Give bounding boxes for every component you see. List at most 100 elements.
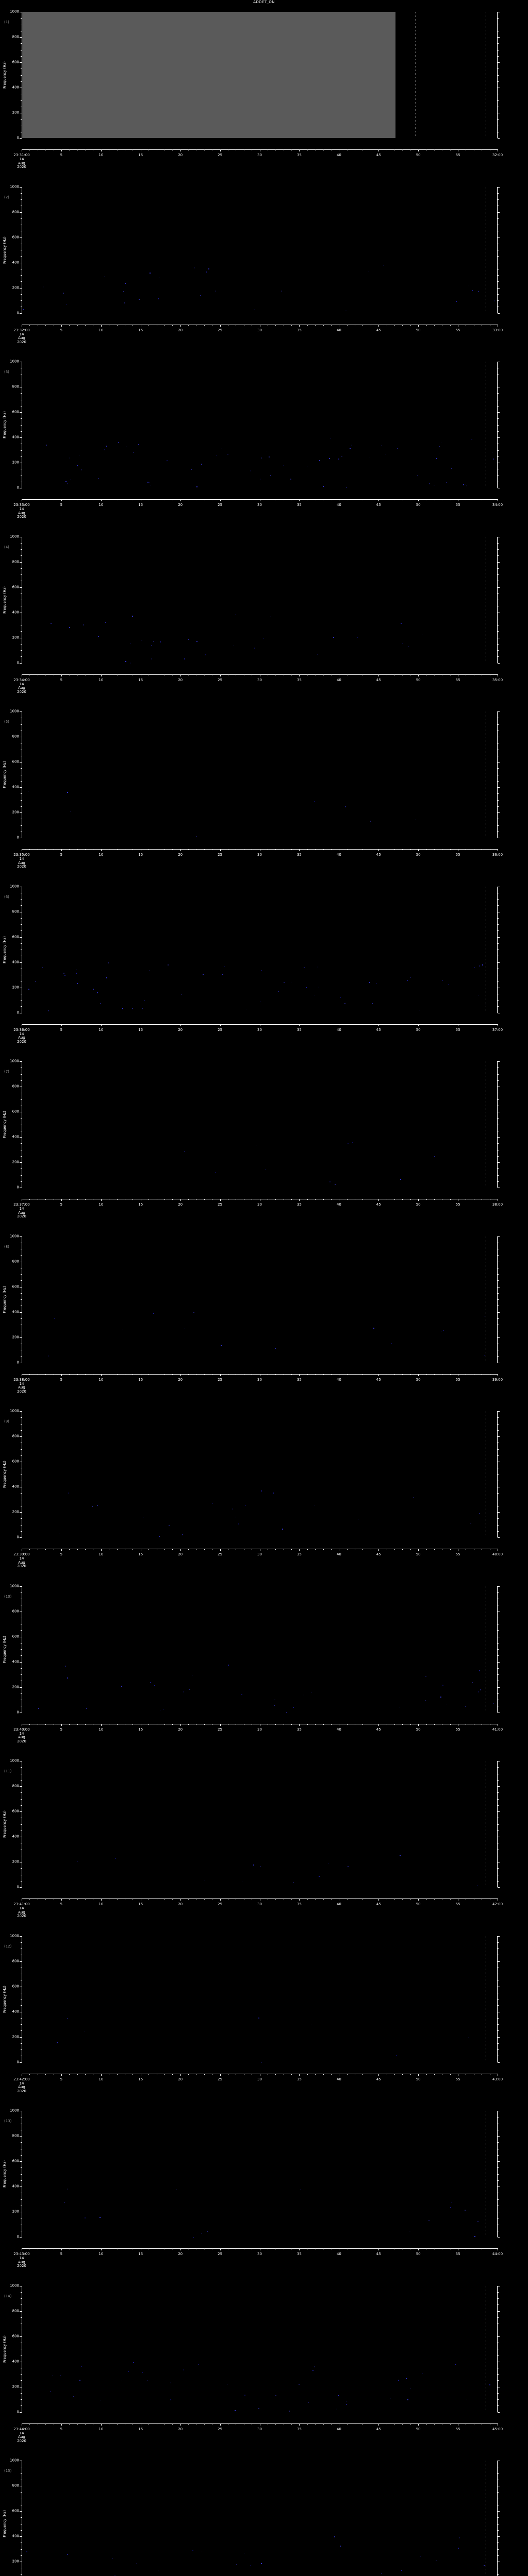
spectrogram-noise-layer [22,1936,498,2063]
y-axis-tick [21,1274,22,1275]
x-axis-tick [61,2248,62,2250]
y-axis-tick [498,2393,499,2394]
spectrogram-panel[interactable]: Frequency (Hz) (3) 0 200 400 600 800 1000 23:33:… [0,359,528,528]
x-axis-date-line: 14 [19,682,24,686]
x-axis-tick [394,1899,395,1900]
y-axis-tick [498,1868,499,1869]
spectrogram-panel[interactable]: Frequency (Hz)(15)0200400600800100023:45… [0,2458,528,2576]
y-axis-title-label: Frequency (Hz) [2,1111,7,1138]
x-axis-tick [331,149,332,150]
x-axis-tick-label: 30 [257,677,262,682]
y-axis-tick [20,412,22,413]
spectrogram-panel[interactable]: Frequency (Hz) (7) 0 200 400 600 800 1000 23:37:… [0,1059,528,1228]
x-axis-tick [61,1723,62,1726]
x-axis-tick-label: 5 [60,1027,63,1032]
spectrogram-panel[interactable]: Frequency (Hz) (6) 0 200 400 600 800 1000 23:36:… [0,884,528,1053]
x-axis-tick-label: 35 [296,2252,302,2256]
x-axis-tick [29,1549,30,1550]
x-axis-tick-label: 10 [98,2252,104,2256]
y-axis-tick [498,905,499,906]
x-axis-tick [410,1199,411,1200]
x-axis-tick-label: 30 [257,503,262,507]
x-axis-tick-label: 25 [218,677,223,682]
y-axis-tick [498,1318,499,1319]
x-axis-tick-label: 50 [416,153,421,157]
x-axis-tick-label: 5 [60,153,63,157]
y-axis-tick [21,1630,22,1631]
spectrogram-panel[interactable]: Frequency (Hz) (1) 0 200 400 600 800 1000 23:31:… [0,9,528,178]
x-axis-tick [291,1723,292,1725]
spectrogram-panel[interactable]: Frequency (Hz) (13) 0 200 400 600 800 1000 23:43… [0,2108,528,2277]
x-axis-tick-label: 55 [455,1902,460,1906]
y-axis-tick [21,2492,22,2493]
x-axis-tick [164,499,165,500]
y-axis-tick [498,1493,499,1494]
y-axis-tick [498,37,500,38]
x-axis-tick [418,1374,419,1376]
x-axis-tick [331,1549,332,1550]
x-axis-date-line: Aug [18,1210,25,1215]
y-axis-tick-label: 1000 [10,534,19,538]
x-axis-date-label: 14 Aug 2020 [17,1207,26,1219]
x-axis-tick [117,1199,118,1200]
x-axis-tick [291,1024,292,1025]
y-axis-tick-label: 200 [12,2559,19,2564]
x-axis-tick [45,324,46,326]
x-axis-date-line: Aug [18,686,25,690]
spectrogram-panel[interactable]: Frequency (Hz) (11) 0 200 400 600 800 1000 23:41… [0,1758,528,1927]
y-axis-tick-label: 200 [12,1510,19,1514]
spectrogram-panel[interactable]: Frequency (Hz) (4) 0 200 400 600 800 1000 23:34:… [0,534,528,703]
spectrogram-panel[interactable]: Frequency (Hz) (12) 0 200 400 600 800 1000 23:42… [0,1934,528,2103]
y-axis-tick [498,1649,499,1650]
x-axis-tick [346,674,348,675]
x-axis-tick [117,1899,118,1900]
y-axis-tick [21,218,22,219]
x-axis-tick-label: 15 [138,1727,143,1732]
x-axis-tick [394,1199,395,1200]
x-axis-tick-label: 25 [218,2077,223,2081]
x-axis-tick [291,1199,292,1200]
x-axis-tick [434,674,435,675]
y-axis-tick [498,825,499,826]
x-axis-tick [410,324,411,326]
x-axis-tick [148,1199,150,1200]
y-axis-tick [21,1868,22,1869]
x-axis-tick [378,1723,380,1726]
x-axis-tick [204,2248,205,2249]
x-axis-tick-label: 20 [178,1027,183,1032]
y-axis-tick [498,281,499,282]
spectrogram-panel[interactable]: Frequency (Hz) (8) 0 200 400 600 800 1000 23:38:… [0,1234,528,1403]
y-axis-tick [21,574,22,575]
spectrogram-panel[interactable]: Frequency (Hz) (14) 0 200 400 600 800 1000 23:44… [0,2283,528,2452]
spectrogram-panel[interactable]: Frequency (Hz) (9) 0 200 400 600 800 1000 23:39:… [0,1409,528,1578]
y-axis-spine-right [497,2461,498,2576]
x-axis-tick [394,1723,395,1725]
x-axis-tick [315,1199,316,1200]
x-axis-tick [45,1024,46,1025]
x-axis-tick [410,674,411,675]
spectrogram-panel[interactable]: Frequency (Hz) (2) 0 200 400 600 800 1000 23:32:… [0,184,528,353]
y-axis-tick [20,1337,22,1338]
spectrogram-panel[interactable]: Frequency (Hz) (10) 0 200 400 600 800 1000 23:40… [0,1584,528,1753]
spectrogram-panel[interactable]: Frequency (Hz) (5) 0 200 400 600 800 1000 23:35:… [0,709,528,878]
x-axis-start-label: 23:33:00 [13,503,30,507]
x-axis-tick [275,149,276,150]
x-axis-tick [117,1374,118,1375]
y-axis-tick [498,2024,499,2025]
x-axis-date-line: Aug [18,336,25,340]
